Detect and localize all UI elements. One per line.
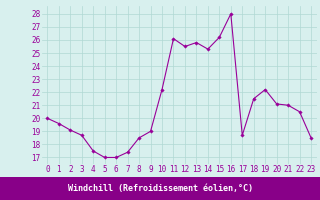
Text: Windchill (Refroidissement éolien,°C): Windchill (Refroidissement éolien,°C) xyxy=(68,184,252,193)
